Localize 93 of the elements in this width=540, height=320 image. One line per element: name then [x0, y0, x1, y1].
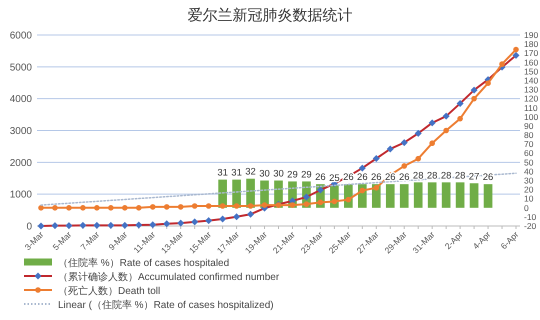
y2-tick-label: -20	[524, 221, 537, 231]
point	[304, 201, 310, 207]
y-tick-label: 5000	[10, 62, 32, 74]
y-tick-label: 2000	[10, 158, 32, 169]
y2-tick-label: 90	[524, 120, 534, 131]
y2-tick-label: 20	[524, 184, 534, 195]
point	[262, 202, 268, 208]
bar	[386, 184, 395, 208]
point	[52, 205, 58, 211]
legend-label: Linear (（住院率 %）Rate of cases hospitalized)	[58, 299, 274, 311]
point	[122, 205, 128, 211]
point	[234, 203, 240, 209]
data-label: 26	[371, 172, 382, 184]
point	[290, 202, 296, 208]
y2-tick-label: 60	[524, 148, 534, 158]
y2-tick-label: -10	[524, 212, 537, 222]
y-tick-label: 6000	[10, 30, 32, 42]
bar	[456, 182, 464, 208]
y2-tick-label: 180	[524, 39, 538, 50]
point	[513, 46, 519, 52]
y2-tick-label: 170	[524, 48, 538, 58]
data-label: 28	[412, 170, 424, 182]
bar	[484, 184, 492, 208]
point	[248, 203, 254, 209]
y2-tick-label: 190	[524, 30, 538, 40]
y2-tick-label: 150	[524, 66, 538, 76]
data-label: 26	[357, 172, 368, 184]
bar	[428, 182, 437, 208]
point	[220, 203, 226, 209]
data-label: 29	[287, 169, 298, 180]
point	[457, 116, 463, 122]
y-tick-label: 1000	[10, 190, 32, 201]
data-label: 26	[482, 172, 494, 184]
point	[80, 205, 86, 211]
y2-tick-label: 130	[524, 84, 538, 95]
point	[360, 188, 366, 194]
data-label: 28	[454, 170, 466, 182]
data-label: 29	[301, 169, 312, 180]
data-label: 27	[468, 171, 480, 182]
legend-label: （住院率 %）Rate of cases hospitaled	[58, 257, 230, 269]
y-tick-label: 0	[26, 222, 32, 232]
point	[38, 205, 44, 211]
y2-tick-label: 40	[524, 166, 534, 176]
point	[429, 140, 435, 146]
bar	[442, 182, 450, 208]
point	[192, 203, 198, 209]
data-label: 31	[217, 168, 228, 179]
point	[318, 200, 324, 206]
point	[401, 163, 408, 169]
point	[471, 96, 477, 102]
point	[150, 204, 156, 210]
y2-tick-label: 50	[524, 157, 534, 168]
point	[178, 204, 184, 210]
point	[332, 198, 338, 204]
point	[206, 203, 212, 209]
point	[443, 128, 449, 134]
point	[164, 204, 170, 210]
y-tick-label: 3000	[10, 126, 32, 137]
point	[94, 205, 100, 211]
y2-tick-label: 0	[524, 202, 529, 213]
point	[373, 185, 380, 191]
point	[485, 80, 491, 86]
point	[499, 61, 505, 67]
bar	[414, 182, 423, 208]
y2-tick-label: 140	[524, 75, 538, 86]
legend-label: （死亡人数）Death toll	[58, 285, 160, 297]
data-label: 32	[245, 166, 256, 178]
bar	[400, 184, 409, 208]
data-label: 30	[273, 168, 284, 180]
point	[136, 205, 142, 211]
y2-tick-label: 80	[524, 130, 534, 140]
y2-tick-label: 10	[524, 194, 534, 204]
legend-label: （累计确诊人数）Accumulated confirmed number	[58, 271, 280, 283]
data-label: 25	[329, 173, 340, 184]
data-label: 26	[398, 172, 410, 184]
point	[108, 205, 114, 211]
y-tick-label: 4000	[10, 94, 32, 106]
y2-tick-label: 30	[524, 176, 534, 186]
y2-tick-label: 100	[524, 112, 538, 122]
point	[346, 196, 352, 202]
y2-tick-label: 70	[524, 139, 534, 150]
y2-tick-label: 160	[524, 57, 538, 68]
data-label: 31	[231, 168, 242, 179]
data-label: 26	[315, 172, 326, 184]
y2-tick-label: 120	[524, 94, 538, 104]
bar	[470, 183, 478, 208]
data-label: 28	[440, 170, 452, 182]
chart-title: 爱尔兰新冠肺炎数据统计	[188, 7, 352, 24]
data-label: 28	[426, 170, 438, 182]
point	[415, 156, 422, 162]
y2-tick-label: 110	[524, 102, 538, 113]
data-label: 30	[259, 168, 270, 180]
point	[66, 205, 72, 211]
